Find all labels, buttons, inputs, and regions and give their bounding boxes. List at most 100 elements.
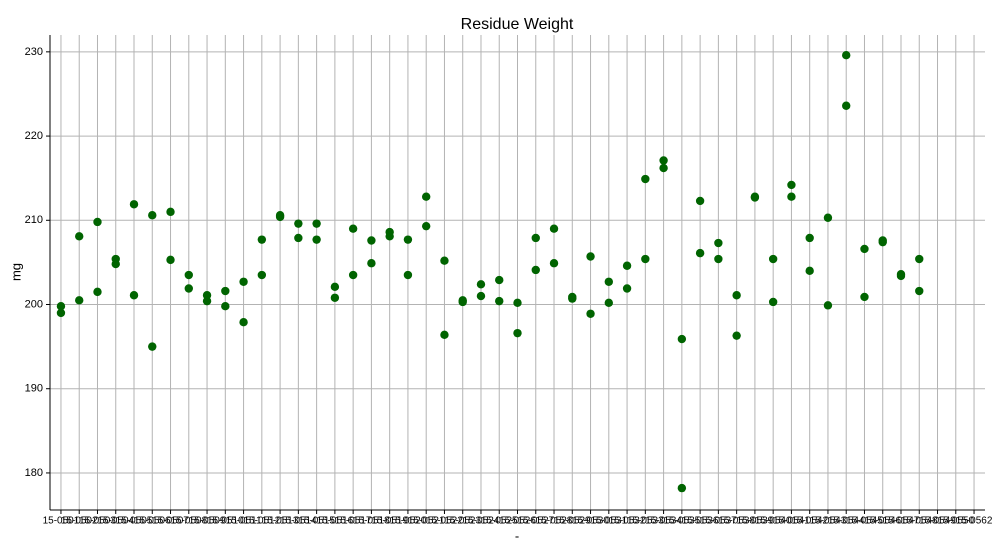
- point: [148, 342, 157, 351]
- point: [513, 328, 522, 338]
- point: [440, 256, 449, 265]
- point: [805, 233, 814, 243]
- point: [622, 261, 632, 270]
- x-tick-label: 15-0534: [645, 516, 682, 527]
- point: [184, 284, 193, 293]
- x-axis-label: -: [515, 528, 519, 543]
- x-tick-label: 15-0541: [773, 516, 810, 527]
- chart-title: Residue Weight: [461, 16, 574, 33]
- x-tick-label: 15-0507: [152, 516, 189, 527]
- point: [202, 296, 212, 306]
- point: [677, 334, 687, 344]
- point: [148, 211, 157, 220]
- point: [805, 266, 814, 276]
- x-tick-label: 15-0543: [810, 516, 847, 527]
- point: [202, 291, 212, 300]
- x-tick-label: 15-0528: [536, 516, 573, 527]
- point: [860, 244, 869, 254]
- x-tick-label: 15-0538: [718, 516, 755, 527]
- x-tick-label: 15-0510: [207, 516, 244, 527]
- x-tick-label: 15-0544: [828, 516, 865, 527]
- point: [458, 297, 467, 307]
- point: [275, 212, 285, 222]
- point: [367, 236, 376, 245]
- x-tick-label: 15-0521: [408, 516, 445, 527]
- point: [93, 287, 102, 297]
- y-tick-label: 180: [25, 467, 43, 479]
- point: [56, 308, 66, 318]
- x-tick-label: 15-0536: [682, 516, 719, 527]
- point: [531, 233, 540, 243]
- x-tick-label: 15-0535: [664, 516, 701, 527]
- point: [476, 291, 486, 301]
- x-tick-label: 15-0547: [883, 516, 920, 527]
- point: [732, 291, 741, 300]
- x-tick-label: 15-0549: [919, 516, 956, 527]
- x-tick-label: 15-0545: [846, 516, 883, 527]
- x-tick-label: 15-0562: [956, 516, 993, 527]
- point: [312, 235, 321, 244]
- point: [768, 297, 778, 307]
- x-tick-label: 15-0512: [243, 516, 280, 527]
- point: [549, 224, 559, 233]
- y-tick-label: 220: [25, 130, 43, 142]
- point: [622, 284, 632, 293]
- point: [421, 192, 431, 201]
- point: [915, 286, 924, 296]
- y-axis-label: mg: [8, 263, 23, 281]
- x-tick-label: 15-0522: [426, 516, 463, 527]
- x-tick-label: 15-0524: [463, 516, 500, 527]
- point: [421, 221, 431, 231]
- point: [787, 180, 796, 190]
- point: [221, 286, 230, 296]
- x-tick-label: 15-0546: [864, 516, 901, 527]
- point: [166, 207, 175, 217]
- x-tick-label: 15-0531: [590, 516, 627, 527]
- point: [348, 270, 358, 280]
- point: [330, 293, 340, 302]
- x-tick-label: 15-0505: [116, 516, 153, 527]
- point: [604, 277, 614, 286]
- point: [568, 294, 577, 303]
- x-tick-label: 15-0532: [609, 516, 646, 527]
- point: [732, 331, 741, 340]
- y-tick-label: 210: [25, 214, 43, 226]
- x-tick-label: 15-0530: [572, 516, 609, 527]
- point: [641, 254, 650, 264]
- x-tick-label: 15-0503: [79, 516, 116, 527]
- x-tick-label: 15-0506: [134, 516, 171, 527]
- point: [915, 254, 924, 264]
- point: [166, 255, 175, 265]
- point: [787, 192, 796, 201]
- point: [677, 483, 687, 493]
- point: [531, 265, 540, 275]
- point: [294, 219, 303, 228]
- y-tick-label: 190: [25, 383, 43, 395]
- point: [403, 235, 413, 244]
- x-tick-label: 15-0518: [353, 516, 390, 527]
- x-tick-label: 15-0508: [170, 516, 207, 527]
- x-tick-label: 15-0548: [901, 516, 938, 527]
- point: [860, 292, 869, 302]
- x-tick-label: 15-0540: [755, 516, 792, 527]
- point: [495, 275, 504, 285]
- point: [257, 235, 267, 244]
- x-tick-label: 15-0502: [61, 516, 98, 527]
- point: [385, 232, 394, 241]
- x-tick-label: 15-0525: [481, 516, 518, 527]
- point: [695, 196, 705, 206]
- x-tick-label: 15-0526: [499, 516, 536, 527]
- point: [823, 301, 833, 310]
- x-tick-label: 15-0542: [791, 516, 828, 527]
- point: [842, 51, 851, 60]
- point: [403, 270, 413, 280]
- x-tick-label: 15-0509: [189, 516, 226, 527]
- point: [714, 238, 723, 248]
- point: [257, 270, 267, 280]
- point: [367, 259, 376, 268]
- x-tick-label: 15-0527: [517, 516, 554, 527]
- point: [56, 301, 66, 311]
- point: [896, 271, 906, 281]
- point: [695, 248, 705, 258]
- point: [75, 232, 84, 241]
